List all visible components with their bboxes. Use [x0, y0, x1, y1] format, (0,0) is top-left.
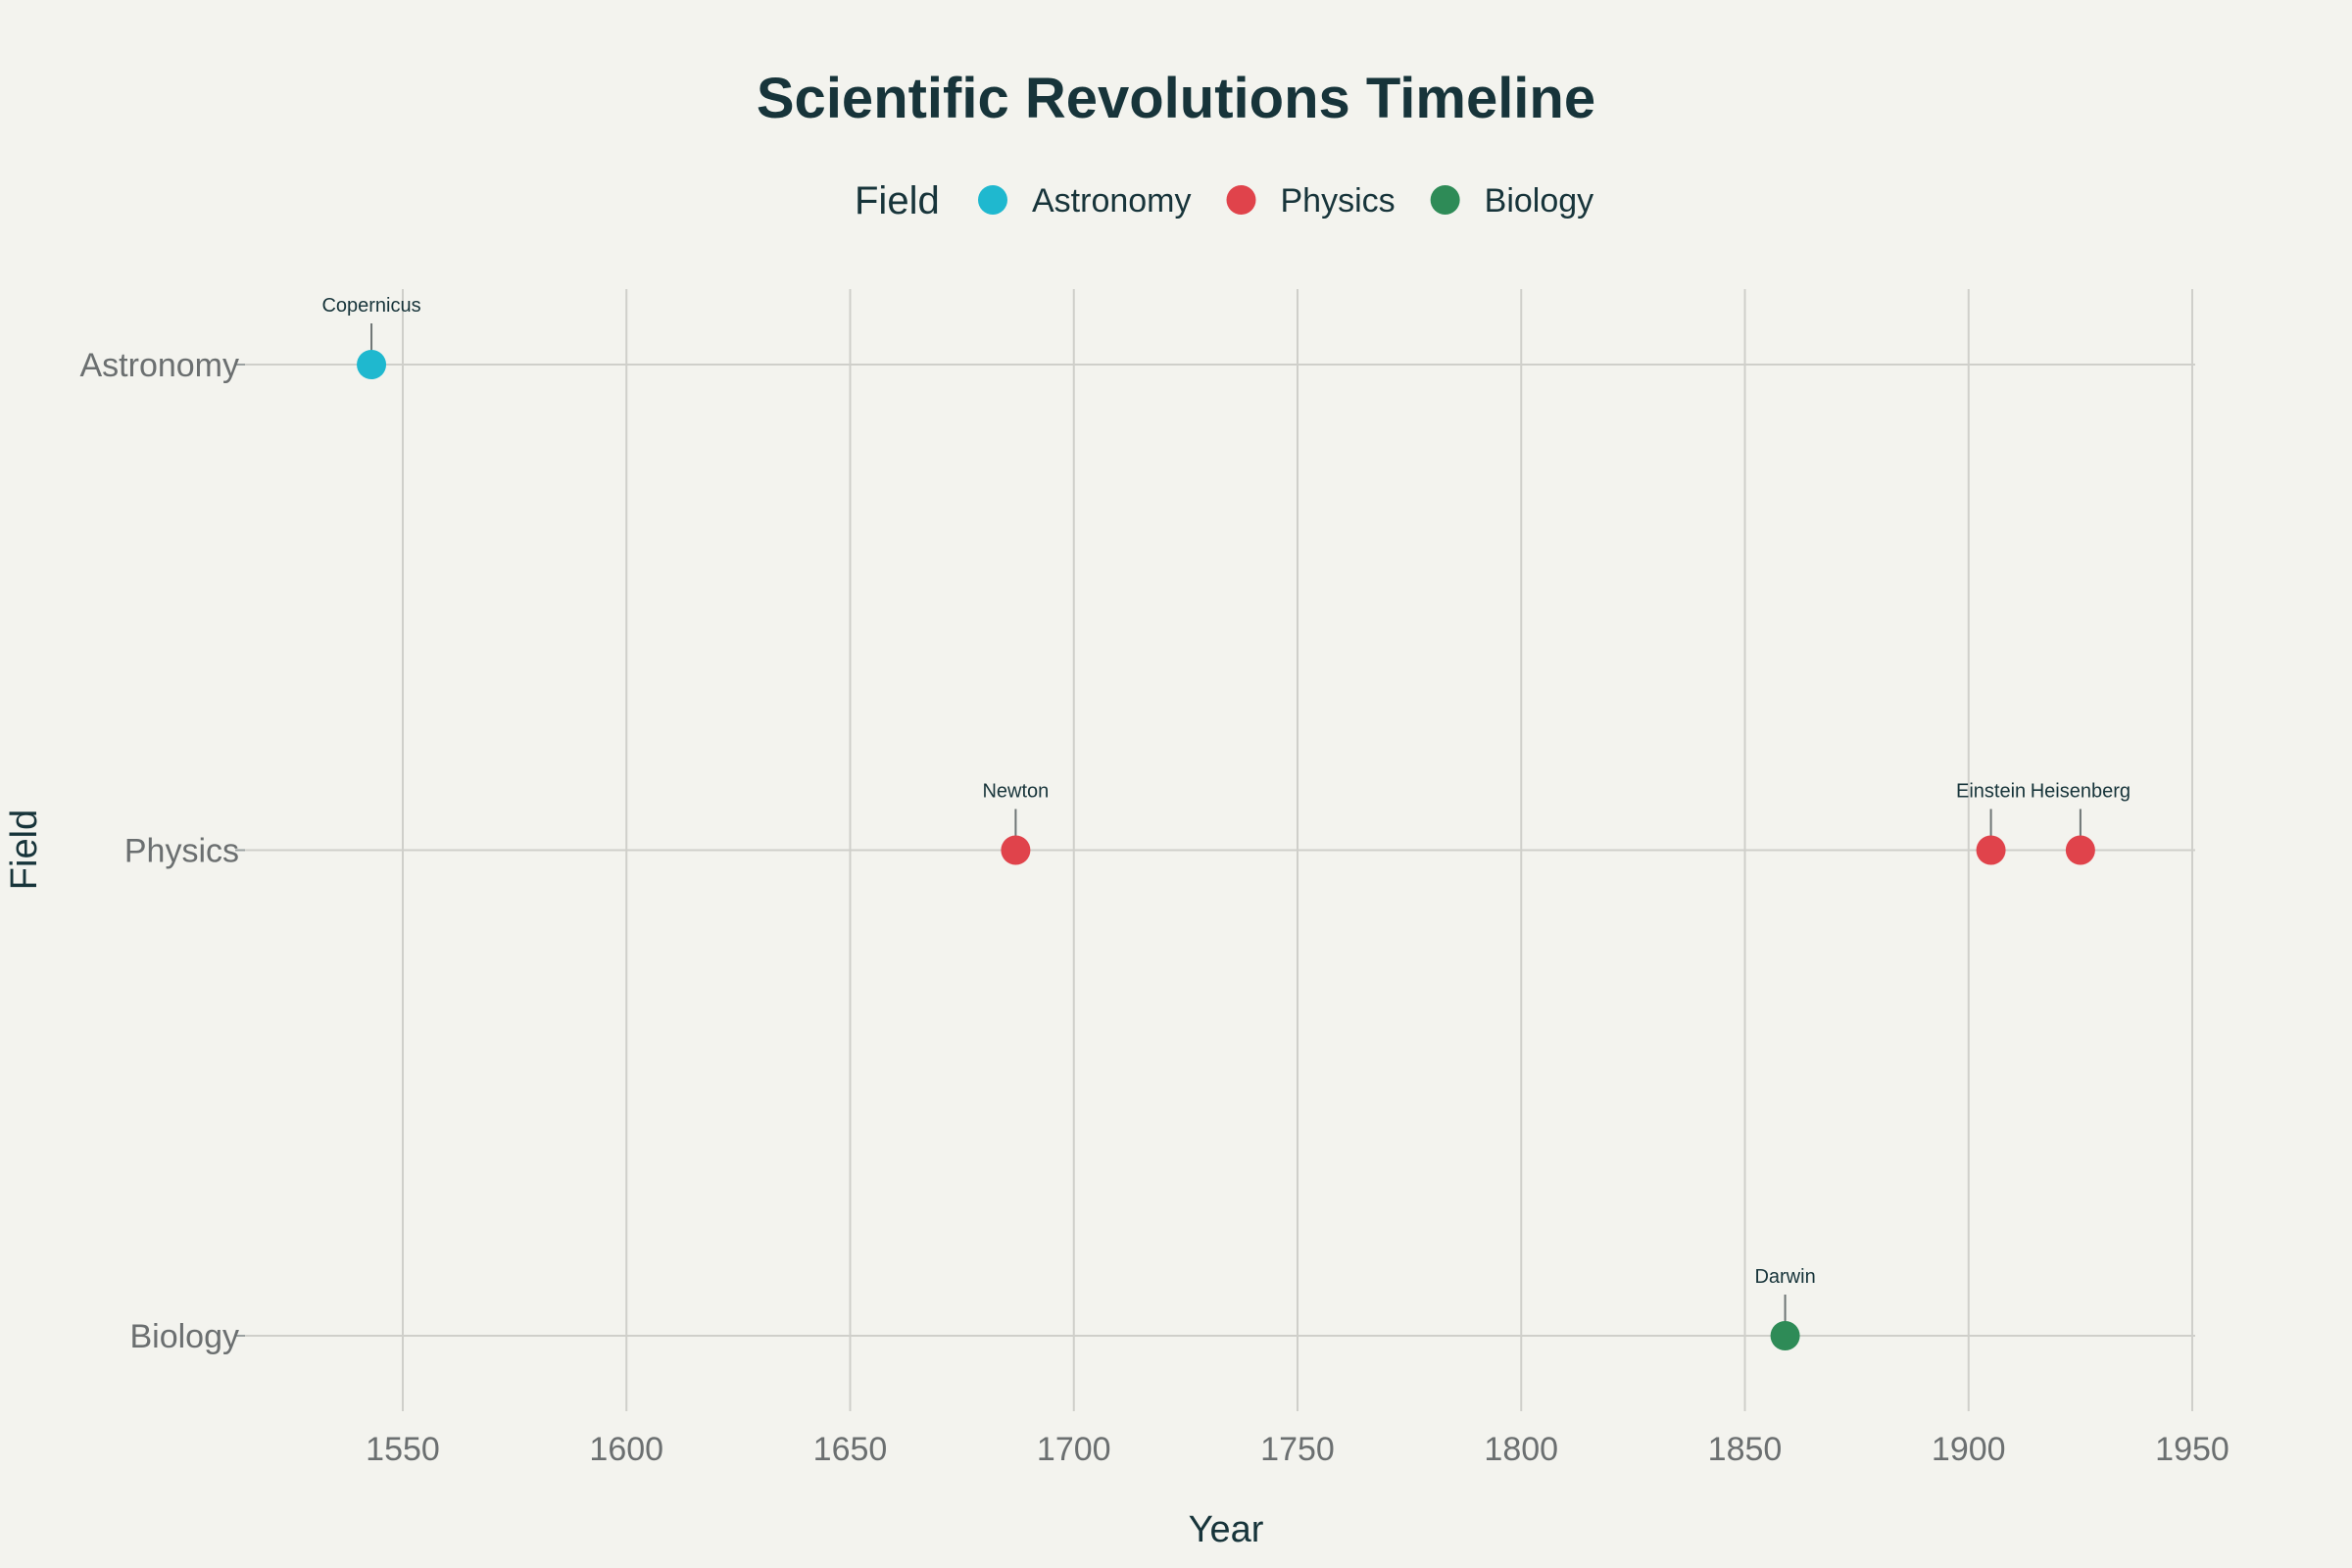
- y-axis-title: Field: [4, 809, 45, 890]
- x-tick-label-1750: 1750: [1260, 1431, 1335, 1468]
- data-points: Copernicus Newton Einstein Heisenberg Darwin: [321, 295, 2131, 1350]
- x-tick-label-1950: 1950: [2155, 1431, 2230, 1468]
- annotation-copernicus: Copernicus: [321, 295, 420, 317]
- legend-label-biology[interactable]: Biology: [1485, 182, 1594, 220]
- data-point-newton[interactable]: [1001, 836, 1030, 865]
- legend-title: Field: [855, 179, 940, 222]
- data-point-copernicus[interactable]: [357, 350, 386, 379]
- legend-marker-astronomy[interactable]: [978, 185, 1007, 215]
- x-tick-label-1850: 1850: [1708, 1431, 1783, 1468]
- chart-title: Scientific Revolutions Timeline: [757, 67, 1595, 130]
- x-tick-label-1800: 1800: [1484, 1431, 1558, 1468]
- legend-label-physics[interactable]: Physics: [1281, 182, 1396, 220]
- y-tick-label-biology: Biology: [129, 1318, 239, 1355]
- grid: [245, 289, 2195, 1411]
- x-axis-title: Year: [1189, 1509, 1264, 1550]
- x-tick-label-1550: 1550: [366, 1431, 440, 1468]
- annotation-heisenberg: Heisenberg: [2031, 781, 2131, 803]
- annotation-newton: Newton: [982, 781, 1049, 803]
- annotation-einstein: Einstein: [1956, 781, 2026, 803]
- annotation-darwin: Darwin: [1754, 1266, 1815, 1288]
- legend: Field Astronomy Physics Biology: [855, 179, 1593, 222]
- data-point-darwin[interactable]: [1771, 1321, 1800, 1350]
- legend-marker-biology[interactable]: [1431, 185, 1460, 215]
- y-tick-label-astronomy: Astronomy: [80, 347, 240, 384]
- y-tick-label-physics: Physics: [124, 833, 239, 870]
- x-tick-label-1650: 1650: [813, 1431, 888, 1468]
- data-point-heisenberg[interactable]: [2066, 836, 2095, 865]
- x-tick-label-1900: 1900: [1932, 1431, 2006, 1468]
- data-point-einstein[interactable]: [1977, 836, 2006, 865]
- x-tick-label-1600: 1600: [589, 1431, 663, 1468]
- legend-label-astronomy[interactable]: Astronomy: [1032, 182, 1192, 220]
- x-tick-label-1700: 1700: [1037, 1431, 1111, 1468]
- legend-marker-physics[interactable]: [1227, 185, 1256, 215]
